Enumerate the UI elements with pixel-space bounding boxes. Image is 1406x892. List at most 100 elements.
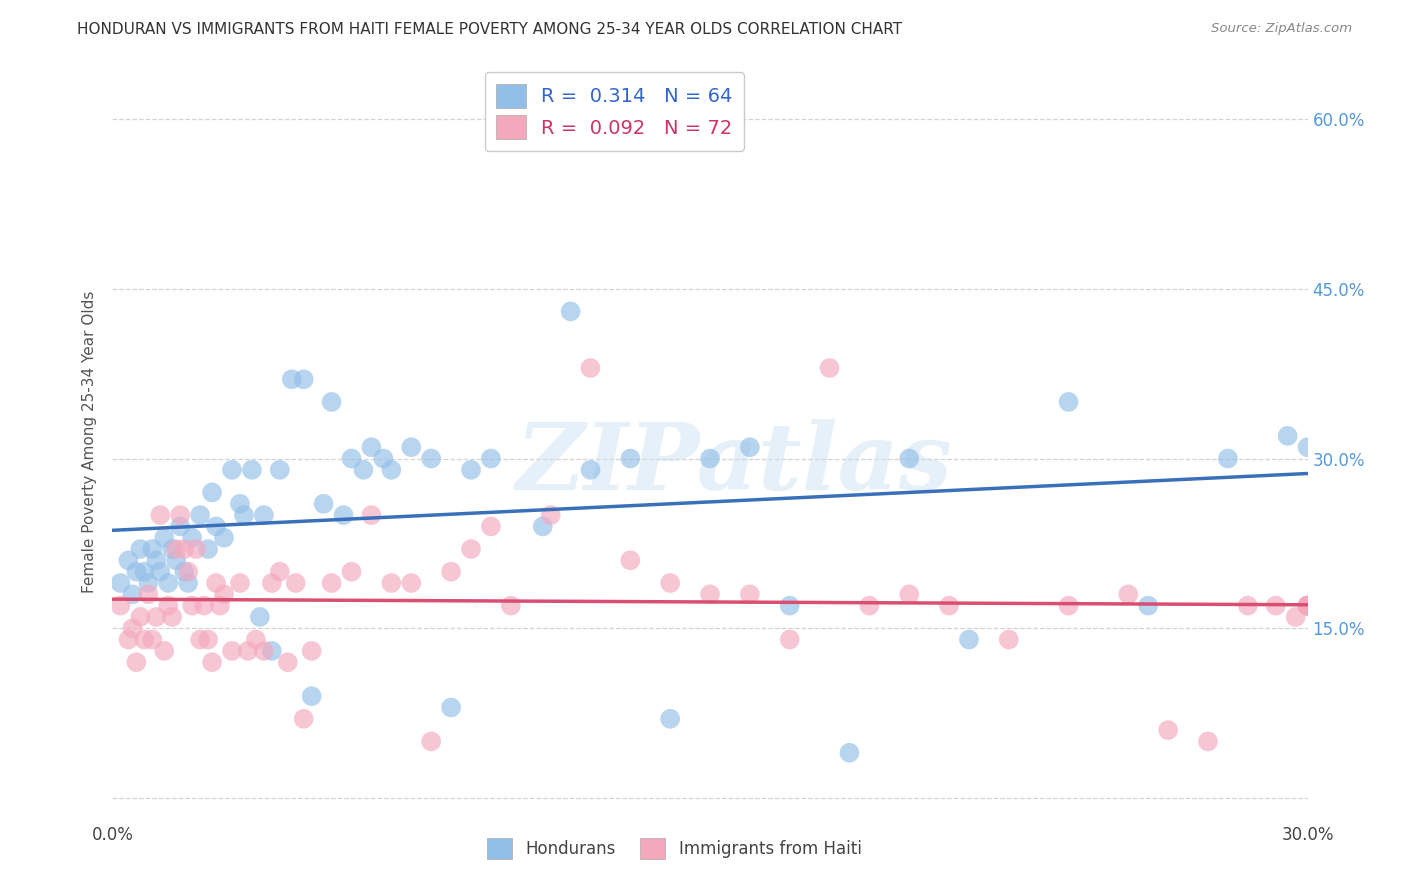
Point — [138, 576, 160, 591]
Point — [221, 644, 243, 658]
Point — [1057, 395, 1080, 409]
Point — [209, 599, 232, 613]
Point — [205, 519, 228, 533]
Point — [499, 123, 522, 137]
Text: ZIPatlas: ZIPatlas — [516, 419, 952, 509]
Point — [560, 304, 582, 318]
Point — [1057, 599, 1080, 613]
Point — [1157, 723, 1180, 738]
Point — [301, 644, 323, 658]
Point — [1277, 429, 1299, 443]
Point — [1137, 599, 1160, 613]
Y-axis label: Female Poverty Among 25-34 Year Olds: Female Poverty Among 25-34 Year Olds — [82, 291, 97, 592]
Point — [121, 621, 143, 635]
Point — [193, 599, 215, 613]
Point — [998, 632, 1021, 647]
Point — [149, 565, 172, 579]
Point — [579, 463, 602, 477]
Point — [659, 712, 682, 726]
Point — [460, 463, 482, 477]
Point — [173, 565, 195, 579]
Point — [957, 632, 980, 647]
Point — [212, 587, 235, 601]
Point — [340, 451, 363, 466]
Point — [253, 508, 276, 522]
Point — [380, 576, 402, 591]
Point — [619, 553, 641, 567]
Point — [321, 576, 343, 591]
Point — [353, 463, 375, 477]
Point — [188, 632, 211, 647]
Point — [188, 508, 211, 522]
Point — [117, 553, 139, 567]
Point — [138, 587, 160, 601]
Point — [125, 655, 148, 669]
Point — [659, 576, 682, 591]
Point — [1237, 599, 1260, 613]
Point — [197, 542, 219, 557]
Point — [531, 519, 554, 533]
Point — [1216, 451, 1239, 466]
Point — [540, 508, 562, 522]
Point — [236, 644, 259, 658]
Point — [440, 700, 463, 714]
Point — [157, 599, 180, 613]
Point — [340, 565, 363, 579]
Point — [360, 440, 382, 454]
Point — [1296, 599, 1319, 613]
Point — [233, 508, 256, 522]
Point — [1296, 599, 1319, 613]
Point — [579, 361, 602, 376]
Point — [229, 576, 252, 591]
Point — [260, 644, 283, 658]
Point — [779, 632, 801, 647]
Point — [699, 587, 721, 601]
Point — [269, 565, 291, 579]
Point — [1296, 599, 1319, 613]
Point — [110, 576, 132, 591]
Point — [479, 451, 502, 466]
Point — [858, 599, 880, 613]
Point — [779, 599, 801, 613]
Point — [129, 542, 152, 557]
Point — [1296, 599, 1319, 613]
Point — [153, 531, 176, 545]
Point — [360, 508, 382, 522]
Point — [1264, 599, 1286, 613]
Point — [121, 587, 143, 601]
Point — [699, 451, 721, 466]
Point — [420, 734, 443, 748]
Point — [938, 599, 960, 613]
Point — [619, 451, 641, 466]
Point — [162, 542, 183, 557]
Point — [1118, 587, 1140, 601]
Point — [157, 576, 180, 591]
Point — [818, 361, 841, 376]
Point — [165, 542, 187, 557]
Point — [186, 542, 208, 557]
Point — [260, 576, 283, 591]
Point — [292, 712, 315, 726]
Point — [110, 599, 132, 613]
Point — [245, 632, 267, 647]
Point — [898, 451, 921, 466]
Point — [898, 587, 921, 601]
Point — [479, 519, 502, 533]
Point — [169, 508, 191, 522]
Point — [201, 485, 224, 500]
Legend: Hondurans, Immigrants from Haiti: Hondurans, Immigrants from Haiti — [479, 831, 869, 865]
Point — [838, 746, 860, 760]
Point — [401, 576, 423, 591]
Point — [205, 576, 228, 591]
Point — [373, 451, 395, 466]
Point — [173, 542, 195, 557]
Point — [221, 463, 243, 477]
Point — [1197, 734, 1219, 748]
Point — [201, 655, 224, 669]
Point — [401, 440, 423, 454]
Point — [145, 610, 167, 624]
Point — [738, 587, 761, 601]
Point — [380, 463, 402, 477]
Point — [134, 632, 156, 647]
Point — [292, 372, 315, 386]
